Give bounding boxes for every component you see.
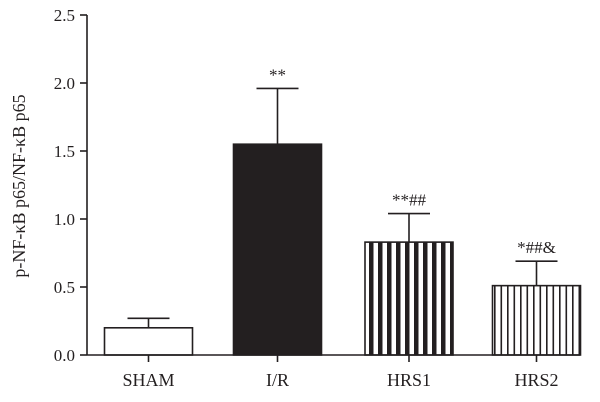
bar-hrs1 xyxy=(364,241,454,356)
y-tick-label: 2.5 xyxy=(54,6,75,25)
x-tick-label: HRS1 xyxy=(387,370,431,390)
bar-i-r xyxy=(232,143,323,356)
y-tick-label: 1.5 xyxy=(54,142,75,161)
bar-sham xyxy=(103,326,194,356)
significance-label: **## xyxy=(392,191,427,210)
bar-hrs2 xyxy=(491,284,582,356)
y-axis-label: p-NF-κB p65/NF-κB p65 xyxy=(9,94,29,277)
x-tick-label: SHAM xyxy=(122,370,174,390)
y-tick-label: 0.5 xyxy=(54,278,75,297)
x-tick-label: HRS2 xyxy=(514,370,558,390)
chart-marks: ** **## *##& xyxy=(103,65,582,356)
significance-label: *##& xyxy=(517,238,556,257)
y-tick-label: 1.0 xyxy=(54,210,75,229)
significance-label: ** xyxy=(269,65,286,84)
y-tick-label: 0.0 xyxy=(54,346,75,365)
chart-axes: 0.0 0.5 1.0 1.5 2.0 2.5 SHAM I/R HRS1 HRS2 xyxy=(54,6,580,390)
x-tick-label: I/R xyxy=(266,370,289,390)
y-tick-label: 2.0 xyxy=(54,74,75,93)
